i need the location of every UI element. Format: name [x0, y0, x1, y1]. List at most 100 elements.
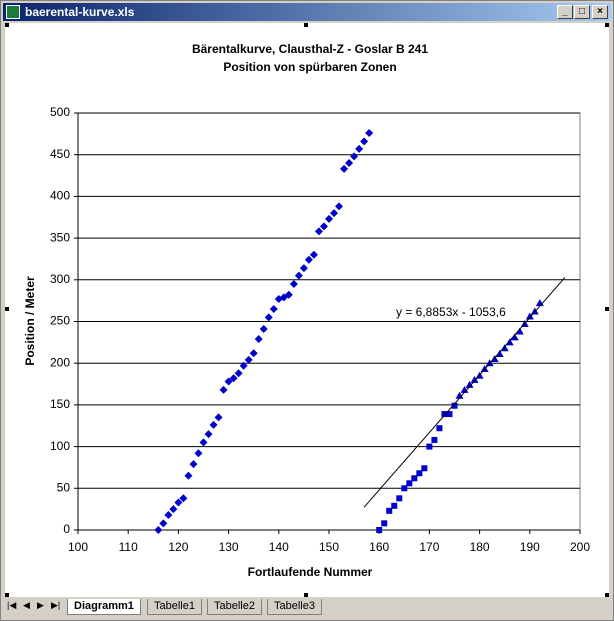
chart-subtitle: Position von spürbaren Zonen [223, 60, 396, 74]
title-bar: baerental-kurve.xls _ □ × [3, 3, 611, 21]
data-point [441, 411, 448, 418]
data-point [264, 313, 273, 322]
selection-handle [5, 307, 9, 311]
y-tick-label: 300 [50, 272, 70, 286]
selection-handle [5, 593, 9, 597]
selection-handle [605, 593, 609, 597]
x-tick-label: 180 [470, 540, 490, 554]
data-point [460, 385, 469, 393]
data-point [330, 209, 339, 218]
y-tick-label: 0 [63, 522, 70, 536]
y-tick-label: 350 [50, 230, 70, 244]
close-button[interactable]: × [592, 5, 608, 19]
y-tick-label: 450 [50, 147, 70, 161]
data-point [199, 438, 208, 447]
data-point [249, 349, 258, 358]
selection-handle [304, 593, 308, 597]
maximize-button[interactable]: □ [574, 5, 590, 19]
data-point [480, 365, 489, 373]
data-point [164, 510, 173, 519]
data-point [214, 413, 223, 422]
data-point [406, 480, 413, 487]
data-point [159, 519, 168, 528]
data-point [525, 312, 534, 320]
sheet-tab[interactable]: Tabelle3 [267, 599, 322, 615]
data-point [365, 129, 374, 138]
data-point [304, 255, 313, 264]
trendline [363, 277, 566, 508]
chart-title: Bärentalkurve, Clausthal-Z - Goslar B 24… [192, 42, 428, 56]
data-point [335, 202, 344, 211]
data-point [355, 144, 364, 153]
data-point [314, 227, 323, 236]
data-point [229, 374, 238, 383]
x-tick-label: 170 [419, 540, 439, 554]
data-point [219, 385, 228, 394]
data-point [345, 159, 354, 168]
data-point [294, 271, 303, 280]
x-tick-label: 160 [369, 540, 389, 554]
sheet-tab[interactable]: Tabelle1 [147, 599, 202, 615]
x-axis-label: Fortlaufende Nummer [248, 565, 373, 579]
window-title: baerental-kurve.xls [25, 5, 135, 19]
data-point [179, 494, 188, 503]
data-point [455, 391, 464, 399]
data-point [350, 152, 359, 161]
data-point [426, 443, 433, 450]
selection-handle [605, 307, 609, 311]
data-point [224, 377, 233, 386]
first-sheet-button[interactable]: |◀ [7, 600, 17, 610]
prev-sheet-button[interactable]: ◀ [23, 600, 30, 610]
x-tick-label: 140 [269, 540, 289, 554]
x-tick-label: 100 [68, 540, 88, 554]
y-tick-label: 150 [50, 397, 70, 411]
data-point [396, 495, 403, 502]
next-sheet-button[interactable]: ▶ [37, 600, 44, 610]
sheet-tabs: |◀ ◀ ▶ ▶| Diagramm1 Tabelle1 Tabelle2 Ta… [3, 599, 611, 616]
data-point [269, 304, 278, 313]
data-point [465, 380, 474, 388]
data-point [510, 333, 519, 341]
data-point [154, 526, 163, 534]
x-tick-label: 190 [520, 540, 540, 554]
data-point [391, 502, 398, 509]
data-point [299, 264, 308, 273]
y-tick-label: 400 [50, 189, 70, 203]
data-point [421, 465, 428, 472]
data-point [234, 369, 243, 378]
data-point [470, 375, 479, 383]
data-point [431, 436, 438, 443]
data-point [174, 498, 183, 507]
data-point [401, 485, 408, 492]
sheet-tab[interactable]: Diagramm1 [67, 599, 141, 615]
last-sheet-button[interactable]: ▶| [51, 600, 61, 610]
y-tick-label: 250 [50, 314, 70, 328]
data-point [259, 325, 268, 334]
data-point [184, 471, 193, 480]
data-point [244, 355, 253, 364]
selection-handle [605, 23, 609, 27]
y-tick-label: 500 [50, 105, 70, 119]
data-point [360, 137, 369, 146]
data-point [194, 449, 203, 458]
data-point [495, 350, 504, 358]
trendline-label: y = 6,8853x - 1053,6 [396, 305, 506, 319]
data-point [451, 402, 458, 409]
data-point [446, 411, 453, 418]
y-tick-label: 50 [57, 480, 71, 494]
data-point [386, 507, 393, 514]
data-point [416, 470, 423, 477]
data-point [204, 430, 213, 439]
data-point [485, 359, 494, 367]
data-point [254, 335, 263, 344]
x-tick-label: 150 [319, 540, 339, 554]
minimize-button[interactable]: _ [557, 5, 573, 19]
selection-handle [5, 23, 9, 27]
y-tick-label: 100 [50, 439, 70, 453]
sheet-tab[interactable]: Tabelle2 [207, 599, 262, 615]
x-tick-label: 200 [570, 540, 590, 554]
data-point [500, 344, 509, 352]
data-point [209, 420, 218, 429]
data-point [169, 505, 178, 514]
